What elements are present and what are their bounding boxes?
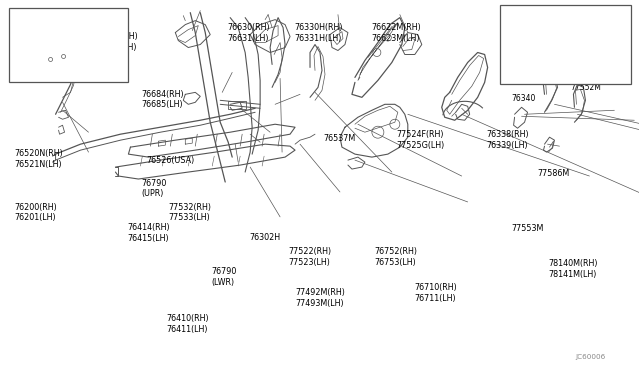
Text: 77524F(RH)
77525G(LH): 77524F(RH) 77525G(LH) — [397, 131, 445, 150]
Text: 77552M: 77552M — [570, 83, 601, 92]
Text: 77492M(RH)
77493M(LH): 77492M(RH) 77493M(LH) — [296, 288, 346, 308]
Text: 4S: 4S — [15, 10, 27, 19]
Text: 76340: 76340 — [511, 94, 536, 103]
Text: 77522(RH)
77523(LH): 77522(RH) 77523(LH) — [288, 247, 331, 267]
Text: 76338(RH)
76339(LH): 76338(RH) 76339(LH) — [486, 131, 529, 150]
Text: 76684(RH)
76685(LH): 76684(RH) 76685(LH) — [141, 90, 184, 109]
Text: 76537M: 76537M — [323, 134, 355, 143]
Text: 76410(RH)
76411(LH): 76410(RH) 76411(LH) — [167, 314, 209, 334]
Text: 76526(USA): 76526(USA) — [147, 155, 195, 164]
Text: 76414(RH)
76415(LH): 76414(RH) 76415(LH) — [127, 223, 170, 243]
Text: 78140M(RH)
78141M(LH): 78140M(RH) 78141M(LH) — [548, 259, 598, 279]
Bar — [500, 5, 631, 84]
Text: 76622M(RH)
76623M(LH): 76622M(RH) 76623M(LH) — [371, 23, 421, 43]
Text: 76790
(LWR): 76790 (LWR) — [211, 267, 237, 286]
Text: 76710(RH)
76711(LH): 76710(RH) 76711(LH) — [415, 283, 457, 303]
Text: 76630(RH)
76631(LH): 76630(RH) 76631(LH) — [227, 23, 270, 43]
Text: 76790
(UPR): 76790 (UPR) — [141, 179, 166, 198]
Text: RH: RH — [511, 11, 526, 20]
Text: 76200(RH)
76201(LH): 76200(RH) 76201(LH) — [15, 203, 58, 222]
Text: 77553M: 77553M — [511, 224, 544, 233]
Text: 77586M: 77586M — [537, 169, 570, 178]
Text: JC60006: JC60006 — [575, 353, 605, 359]
Bar — [9, 8, 129, 82]
Bar — [228, 101, 246, 109]
Text: 76520N(RH)
76521N(LH): 76520N(RH) 76521N(LH) — [15, 149, 63, 169]
Text: 76302H: 76302H — [250, 234, 281, 243]
Text: 76632(RH)
76633(LH): 76632(RH) 76633(LH) — [95, 32, 138, 52]
Text: 77532(RH)
77533(LH): 77532(RH) 77533(LH) — [169, 203, 212, 222]
Text: 7749Z: 7749Z — [574, 43, 599, 52]
Text: 76330H(RH)
76331H(LH): 76330H(RH) 76331H(LH) — [294, 23, 343, 43]
Text: 76632(RH)
76633(LH): 76632(RH) 76633(LH) — [40, 13, 82, 32]
Text: 4S: 4S — [19, 11, 31, 20]
Text: 76632(RH)
76633(LH): 76632(RH) 76633(LH) — [39, 16, 81, 36]
Text: 76752(RH)
76753(LH): 76752(RH) 76753(LH) — [374, 247, 417, 267]
